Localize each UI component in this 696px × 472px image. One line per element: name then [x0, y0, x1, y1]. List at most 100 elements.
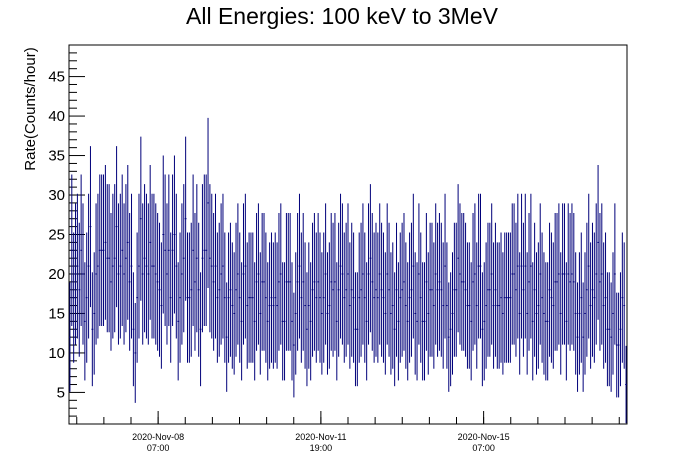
data-point [391, 242, 394, 369]
data-point [380, 222, 383, 357]
data-point [80, 174, 83, 327]
data-point [434, 203, 437, 345]
data-point [167, 174, 170, 327]
data-point [307, 242, 310, 369]
data-point [332, 222, 334, 357]
y-tick-label: 35 [48, 148, 65, 165]
data-point [218, 222, 221, 357]
data-point [455, 222, 458, 357]
data-point [139, 136, 142, 301]
data-point [419, 232, 422, 363]
data-point [593, 232, 596, 363]
data-point [278, 213, 280, 351]
data-point [453, 222, 456, 357]
data-point [125, 184, 127, 333]
data-point [352, 232, 355, 363]
data-point [625, 345, 627, 424]
data-point [591, 222, 594, 357]
data-point [472, 213, 474, 351]
data-point [599, 213, 601, 351]
data-point [231, 242, 234, 369]
data-point [559, 252, 562, 375]
data-point [130, 193, 133, 339]
data-point [574, 252, 577, 375]
data-point [524, 193, 527, 339]
data-point [421, 262, 424, 381]
data-point [233, 252, 236, 375]
data-point [276, 242, 278, 369]
data-point [414, 252, 417, 375]
data-point [451, 252, 454, 375]
data-point [115, 146, 118, 308]
data-point [474, 203, 476, 345]
data-point [360, 222, 362, 357]
data-point [606, 272, 609, 387]
data-point [205, 174, 208, 327]
data-point [306, 272, 308, 387]
data-point [298, 193, 301, 339]
data-point [257, 203, 260, 345]
x-tick-label-date: 2020-Nov-08 [132, 432, 184, 442]
data-point [382, 232, 385, 363]
data-point [76, 193, 79, 339]
data-point [192, 174, 195, 327]
data-point [362, 203, 364, 345]
data-point [283, 262, 286, 381]
data-point [557, 203, 560, 345]
data-point [615, 292, 618, 398]
data-point [108, 184, 111, 333]
data-point [369, 184, 372, 333]
data-point [477, 193, 480, 339]
data-point [263, 213, 265, 351]
data-point [621, 232, 624, 363]
data-point [270, 232, 273, 363]
data-point [104, 165, 107, 320]
data-point [173, 155, 176, 314]
data-point [281, 262, 284, 381]
data-point [544, 262, 547, 381]
data-point [255, 213, 258, 351]
y-tick-label: 25 [48, 227, 65, 244]
data-point [613, 203, 616, 345]
data-point [576, 282, 579, 392]
data-point [582, 282, 585, 392]
data-point [589, 242, 592, 369]
data-point [74, 203, 77, 345]
data-point [587, 193, 590, 339]
data-point [388, 222, 390, 357]
data-point [203, 174, 206, 327]
data-point [319, 232, 321, 363]
data-point [190, 222, 193, 357]
data-point [313, 213, 316, 351]
data-point [225, 282, 228, 392]
data-point [479, 193, 482, 339]
data-point [182, 184, 185, 333]
data-point [95, 203, 97, 345]
data-point [184, 136, 187, 301]
data-point [123, 203, 125, 345]
data-point [326, 252, 329, 375]
data-point [585, 222, 588, 357]
data-point [341, 203, 344, 345]
data-point [251, 232, 254, 363]
data-point [289, 213, 292, 351]
data-point [543, 252, 545, 375]
data-point [492, 242, 495, 369]
x-tick-label-time: 07:00 [147, 443, 170, 453]
data-point [496, 242, 499, 369]
y-tick-label: 30 [48, 187, 65, 204]
data-point [395, 222, 398, 357]
data-point [93, 252, 96, 375]
data-point [498, 242, 501, 369]
data-point [287, 213, 290, 351]
data-point [569, 213, 571, 351]
data-point [145, 193, 148, 339]
data-point [259, 252, 262, 375]
data-point [296, 213, 299, 351]
data-point [100, 174, 103, 327]
data-point [91, 272, 94, 387]
data-point [440, 222, 443, 357]
data-point [188, 232, 191, 363]
data-point [337, 222, 340, 357]
data-point [475, 242, 478, 369]
